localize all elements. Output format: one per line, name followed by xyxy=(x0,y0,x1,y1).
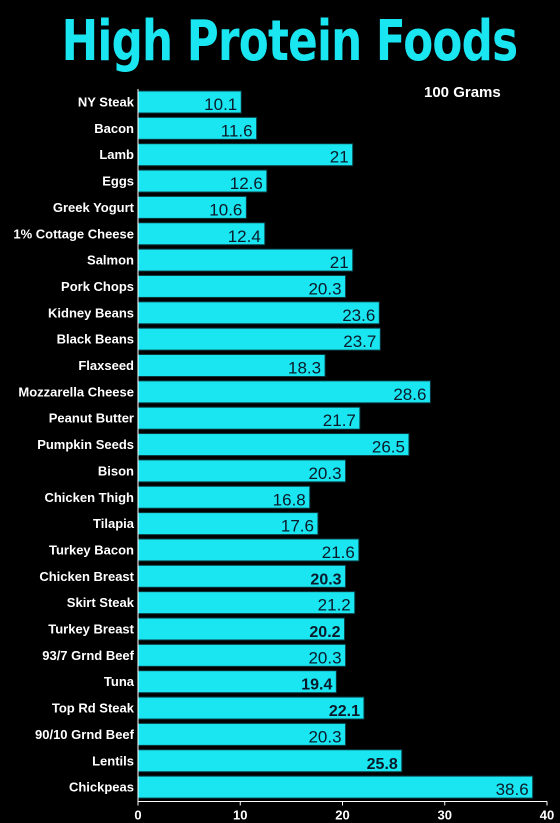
category-label: Top Rd Steak xyxy=(52,701,135,716)
category-label: Skirt Steak xyxy=(67,595,135,610)
bar xyxy=(137,380,431,404)
data-label: 22.1 xyxy=(329,703,360,720)
data-label: 10.6 xyxy=(209,200,242,219)
x-tick-label: 0 xyxy=(134,807,141,822)
data-label: 20.3 xyxy=(308,279,341,298)
category-label: Pumpkin Seeds xyxy=(37,437,134,452)
data-label: 20.3 xyxy=(310,571,341,588)
data-label: 10.1 xyxy=(204,95,237,114)
data-label: 21 xyxy=(330,148,349,167)
category-label: Greek Yogurt xyxy=(53,200,135,215)
data-label: 12.6 xyxy=(230,174,263,193)
category-label: Flaxseed xyxy=(78,358,134,373)
category-label: Pork Chops xyxy=(61,279,134,294)
bar xyxy=(137,749,403,773)
data-label: 38.6 xyxy=(496,780,529,799)
category-label: Turkey Breast xyxy=(48,622,134,637)
data-label: 25.8 xyxy=(367,756,398,773)
data-label: 21.6 xyxy=(322,543,355,562)
data-label: 11.6 xyxy=(221,121,253,140)
chart-subtitle: 100 Grams xyxy=(424,84,501,101)
x-tick-label: 10 xyxy=(233,807,247,822)
data-label: 23.7 xyxy=(343,332,376,351)
bar xyxy=(137,248,354,272)
category-label: Salmon xyxy=(87,253,134,268)
category-label: Peanut Butter xyxy=(49,411,134,426)
category-label: 93/7 Grnd Beef xyxy=(42,648,134,663)
category-label: Tilapia xyxy=(93,516,135,531)
category-label: Turkey Bacon xyxy=(49,542,134,557)
bar xyxy=(137,433,410,457)
bar xyxy=(137,143,354,167)
data-label: 16.8 xyxy=(273,490,306,509)
data-label: 21 xyxy=(330,253,349,272)
data-label: 28.6 xyxy=(393,385,426,404)
category-label: Kidney Beans xyxy=(48,305,134,320)
data-label: 20.3 xyxy=(308,727,341,746)
category-label: Black Beans xyxy=(57,332,134,347)
category-label: Eggs xyxy=(102,174,134,189)
category-label: Chicken Thigh xyxy=(44,490,134,505)
data-label: 12.4 xyxy=(228,227,261,246)
chart-title: High Protein Foods xyxy=(61,9,519,74)
category-label: Tuna xyxy=(104,674,135,689)
data-label: 19.4 xyxy=(301,677,332,694)
category-label: Bison xyxy=(98,463,134,478)
x-tick-label: 30 xyxy=(438,807,452,822)
category-label: 90/10 Grnd Beef xyxy=(35,727,135,742)
data-label: 20.3 xyxy=(308,464,341,483)
x-tick-label: 20 xyxy=(335,807,349,822)
x-tick-label: 40 xyxy=(540,807,554,822)
category-label: Lentils xyxy=(92,753,134,768)
data-label: 20.2 xyxy=(309,624,340,641)
data-label: 17.6 xyxy=(281,517,314,536)
category-label: Chickpeas xyxy=(69,780,134,795)
category-label: Chicken Breast xyxy=(39,569,134,584)
category-label: 1% Cottage Cheese xyxy=(13,226,134,241)
data-label: 18.3 xyxy=(288,359,321,378)
data-label: 23.6 xyxy=(342,306,375,325)
category-label: Mozzarella Cheese xyxy=(18,384,134,399)
data-label: 21.7 xyxy=(323,411,356,430)
data-label: 26.5 xyxy=(372,438,405,457)
data-label: 20.3 xyxy=(308,648,341,667)
category-label: Bacon xyxy=(94,121,134,136)
category-label: NY Steak xyxy=(78,95,135,110)
data-label: 21.2 xyxy=(318,596,351,615)
category-label: Lamb xyxy=(99,147,134,162)
bar xyxy=(137,775,534,799)
